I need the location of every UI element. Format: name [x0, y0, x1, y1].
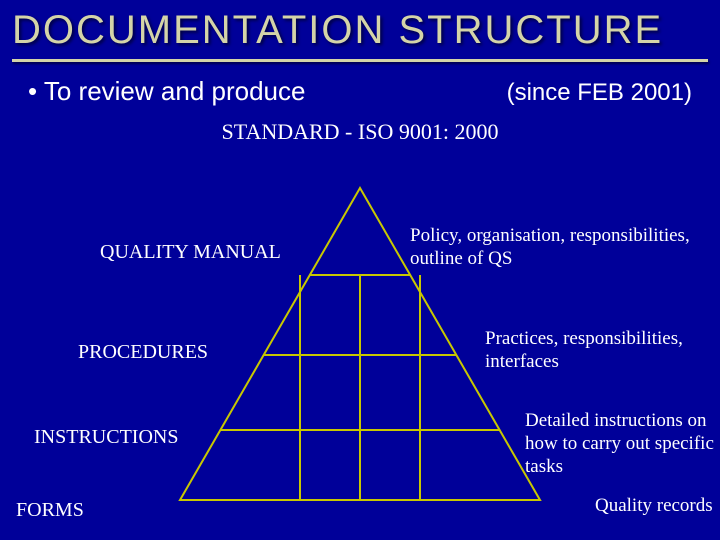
subtitle-right: (since FEB 2001) [507, 79, 692, 107]
pyramid-diagram: QUALITY MANUAL PROCEDURES INSTRUCTIONS F… [0, 180, 720, 540]
level-label-quality-manual: QUALITY MANUAL [100, 240, 281, 264]
page-title: DOCUMENTATION STRUCTURE [0, 0, 720, 57]
level-desc-forms: Quality records [595, 495, 715, 518]
level-label-forms: FORMS [16, 498, 84, 522]
level-label-instructions: INSTRUCTIONS [34, 425, 178, 449]
level-desc-procedures: Practices, responsibilities, interfaces [485, 328, 705, 374]
standard-label: STANDARD - ISO 9001: 2000 [0, 119, 720, 145]
subtitle-row: • To review and produce (since FEB 2001) [0, 62, 720, 113]
subtitle-left: • To review and produce [28, 76, 305, 107]
level-desc-quality-manual: Policy, organisation, responsibilities, … [410, 225, 710, 271]
level-label-procedures: PROCEDURES [78, 340, 208, 364]
level-desc-instructions: Detailed instructions on how to carry ou… [525, 410, 715, 478]
